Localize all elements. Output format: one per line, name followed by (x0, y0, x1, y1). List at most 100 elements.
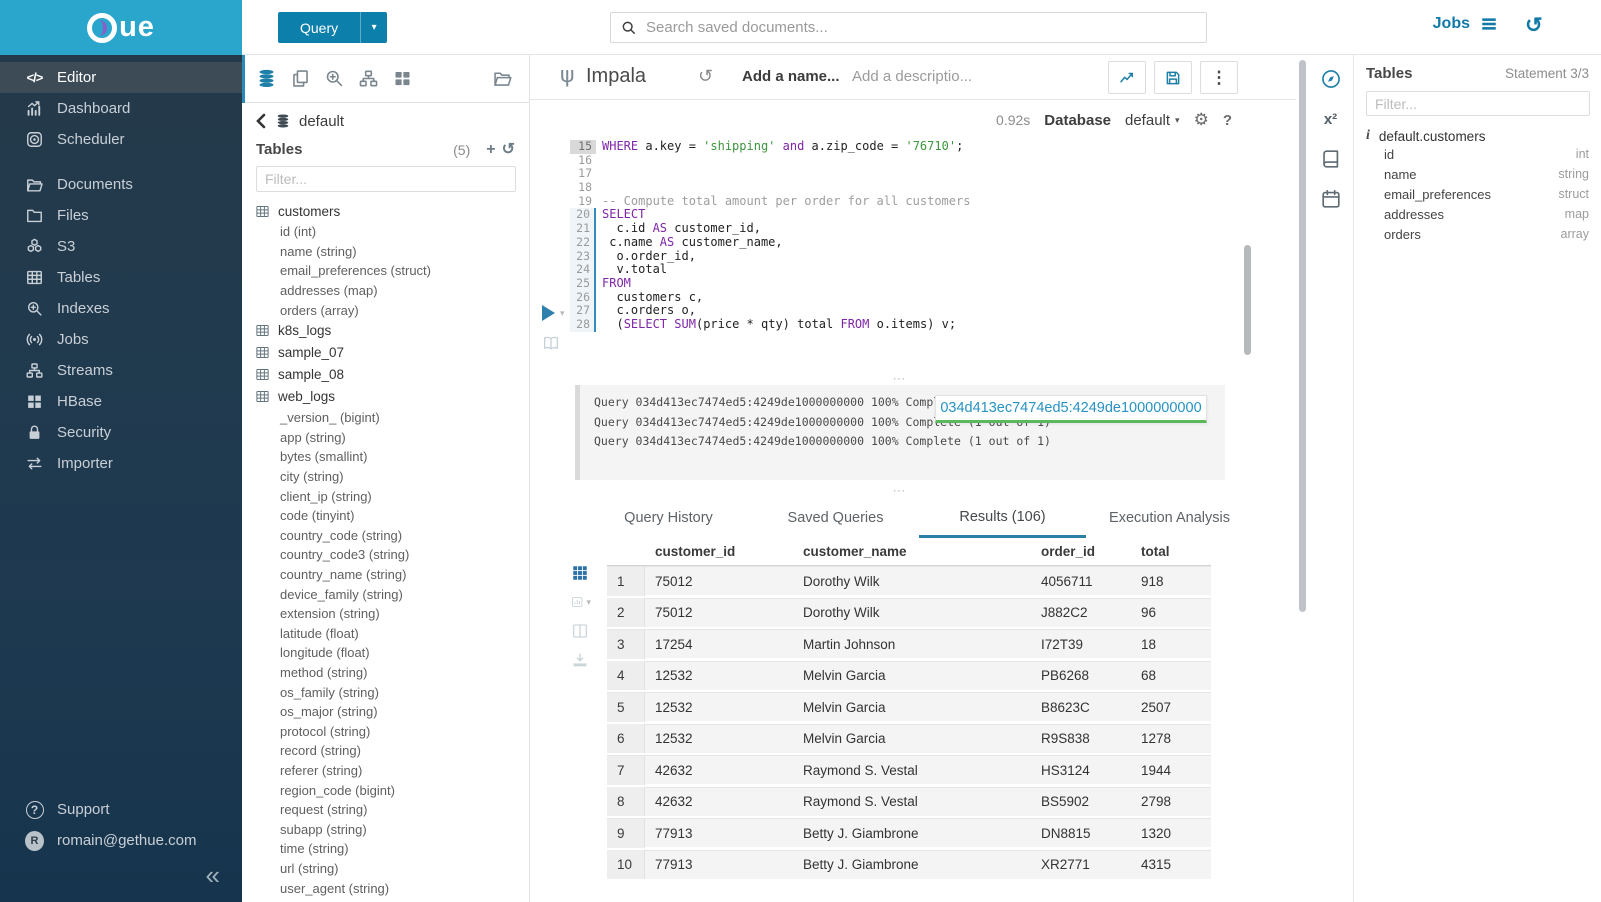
column-header[interactable]: order_id (1041, 544, 1096, 559)
sidebar-item-user[interactable]: R romain@gethue.com (0, 825, 242, 856)
assist-column-item[interactable]: email_preferences struct (1366, 184, 1589, 204)
column-item[interactable]: id (int) (242, 222, 529, 242)
column-header[interactable]: customer_id (655, 544, 736, 559)
refresh-icon[interactable]: ↺ (501, 140, 515, 158)
sitemap-icon[interactable] (358, 68, 379, 89)
column-item[interactable]: subapp (string) (242, 819, 529, 839)
sidebar-item-scheduler[interactable]: Scheduler (0, 124, 242, 155)
assist-column-item[interactable]: id int (1366, 144, 1589, 164)
assist-filter-input[interactable] (1366, 91, 1590, 116)
column-item[interactable]: addresses (map) (242, 281, 529, 301)
collapse-sidebar-icon[interactable]: « (205, 860, 220, 890)
breadcrumb-database[interactable]: default (299, 112, 345, 130)
more-options-button[interactable]: ⋮ (1200, 61, 1238, 94)
documents-copy-icon[interactable] (290, 68, 311, 89)
table-row[interactable]: 6 12532 Melvin Garcia R9S838 1278 (607, 723, 1211, 753)
save-button[interactable] (1154, 61, 1192, 94)
column-item[interactable]: app (string) (242, 428, 529, 448)
sidebar-item-indexes[interactable]: Indexes (0, 293, 242, 324)
column-item[interactable]: record (string) (242, 741, 529, 761)
column-item[interactable]: protocol (string) (242, 721, 529, 741)
assist-column-item[interactable]: name string (1366, 164, 1589, 184)
columns-view-icon[interactable] (571, 621, 591, 641)
tab-saved-queries[interactable]: Saved Queries (787, 510, 884, 526)
language-reference-icon[interactable] (1319, 147, 1343, 171)
query-name-field[interactable]: Add a name... (742, 68, 840, 85)
table-row[interactable]: 1 75012 Dorothy Wilk 4056711 918 (607, 566, 1211, 596)
grid-view-icon[interactable] (571, 563, 591, 583)
column-item[interactable]: os_major (string) (242, 702, 529, 722)
search-plus-icon[interactable] (324, 68, 345, 89)
resize-handle[interactable]: ⋯ (892, 483, 908, 498)
tables-filter-input[interactable] (256, 166, 516, 192)
settings-gear-icon[interactable]: ⚙ (1193, 110, 1209, 129)
download-icon[interactable] (571, 650, 591, 670)
column-item[interactable]: email_preferences (struct) (242, 261, 529, 281)
table-row[interactable]: 4 12532 Melvin Garcia PB6268 68 (607, 660, 1211, 690)
sidebar-item-files[interactable]: Files (0, 200, 242, 231)
sidebar-item-streams[interactable]: Streams (0, 355, 242, 386)
table-row[interactable]: 3 17254 Martin Johnson I72T39 18 (607, 629, 1211, 659)
job-id-link[interactable]: 034d413ec7474ed5:4249de1000000000 (935, 395, 1207, 423)
table-item[interactable]: customers (242, 200, 529, 222)
column-item[interactable]: bytes (smallint) (242, 447, 529, 467)
assist-column-item[interactable]: orders array (1366, 224, 1589, 244)
column-item[interactable]: country_name (string) (242, 565, 529, 585)
folder-open-icon[interactable] (492, 68, 513, 89)
table-row[interactable]: 8 42632 Raymond S. Vestal BS5902 2798 (607, 786, 1211, 816)
page-scrollbar[interactable] (1299, 60, 1306, 612)
table-row[interactable]: 10 77913 Betty J. Giambrone XR2771 4315 (607, 849, 1211, 879)
column-item[interactable]: url (string) (242, 859, 529, 879)
assist-column-item[interactable]: addresses map (1366, 204, 1589, 224)
column-item[interactable]: country_code (string) (242, 526, 529, 546)
column-item[interactable]: os_family (string) (242, 682, 529, 702)
sidebar-item-editor[interactable]: </> Editor (0, 62, 242, 93)
run-options-caret[interactable]: ▾ (560, 307, 565, 318)
table-row[interactable]: 2 75012 Dorothy Wilk J882C2 96 (607, 597, 1211, 627)
resize-handle[interactable]: ⋯ (892, 371, 908, 386)
column-item[interactable]: country_code3 (string) (242, 545, 529, 565)
query-description-field[interactable]: Add a descriptio... (852, 68, 973, 85)
sidebar-item-tables[interactable]: Tables (0, 262, 242, 293)
table-item[interactable]: sample_08 (242, 364, 529, 386)
column-item[interactable]: city (string) (242, 467, 529, 487)
database-select[interactable]: default ▾ (1125, 111, 1180, 129)
column-item[interactable]: user_agent (string) (242, 878, 529, 898)
sidebar-item-support[interactable]: ? Support (0, 794, 242, 825)
tab-results-106-[interactable]: Results (106) (919, 498, 1086, 538)
apps-grid-icon[interactable] (392, 68, 413, 89)
sidebar-item-s3[interactable]: S3 (0, 231, 242, 262)
column-item[interactable]: time (string) (242, 839, 529, 859)
chevron-left-icon[interactable] (255, 113, 267, 129)
table-item[interactable]: sample_07 (242, 342, 529, 364)
sql-editor[interactable]: 15 WHERE a.key = 'shipping' and a.zip_cod… (530, 139, 1270, 380)
column-item[interactable]: method (string) (242, 663, 529, 683)
chart-button[interactable] (1108, 61, 1146, 94)
column-header[interactable]: customer_name (803, 544, 907, 559)
query-dropdown-caret[interactable]: ▾ (360, 12, 388, 43)
query-button[interactable]: Query ▾ (278, 12, 388, 43)
column-item[interactable]: latitude (float) (242, 624, 529, 644)
column-item[interactable]: _version_ (bigint) (242, 408, 529, 428)
column-item[interactable]: orders (array) (242, 300, 529, 320)
sidebar-item-documents[interactable]: Documents (0, 169, 242, 200)
sidebar-item-jobs[interactable]: Jobs (0, 324, 242, 355)
column-item[interactable]: referer (string) (242, 761, 529, 781)
column-item[interactable]: name (string) (242, 242, 529, 262)
table-item[interactable]: web_logs (242, 386, 529, 408)
schedule-calendar-icon[interactable] (1319, 187, 1343, 211)
tab-execution-analysis[interactable]: Execution Analysis (1109, 510, 1230, 526)
add-table-icon[interactable]: + (486, 140, 496, 158)
table-row[interactable]: 5 12532 Melvin Garcia B8623C 2507 (607, 692, 1211, 722)
editor-scrollbar[interactable] (1244, 245, 1251, 355)
sidebar-item-importer[interactable]: Importer (0, 448, 242, 479)
table-row[interactable]: 7 42632 Raymond S. Vestal HS3124 1944 (607, 755, 1211, 785)
run-query-button[interactable] (542, 305, 555, 321)
query-button-label[interactable]: Query (278, 12, 361, 43)
tab-query-history[interactable]: Query History (624, 510, 713, 526)
jobs-link[interactable]: Jobs (1433, 15, 1499, 33)
column-item[interactable]: longitude (float) (242, 643, 529, 663)
column-item[interactable]: device_family (string) (242, 584, 529, 604)
editor-assist-icon[interactable] (1319, 67, 1343, 91)
functions-icon[interactable]: x² (1323, 110, 1338, 128)
